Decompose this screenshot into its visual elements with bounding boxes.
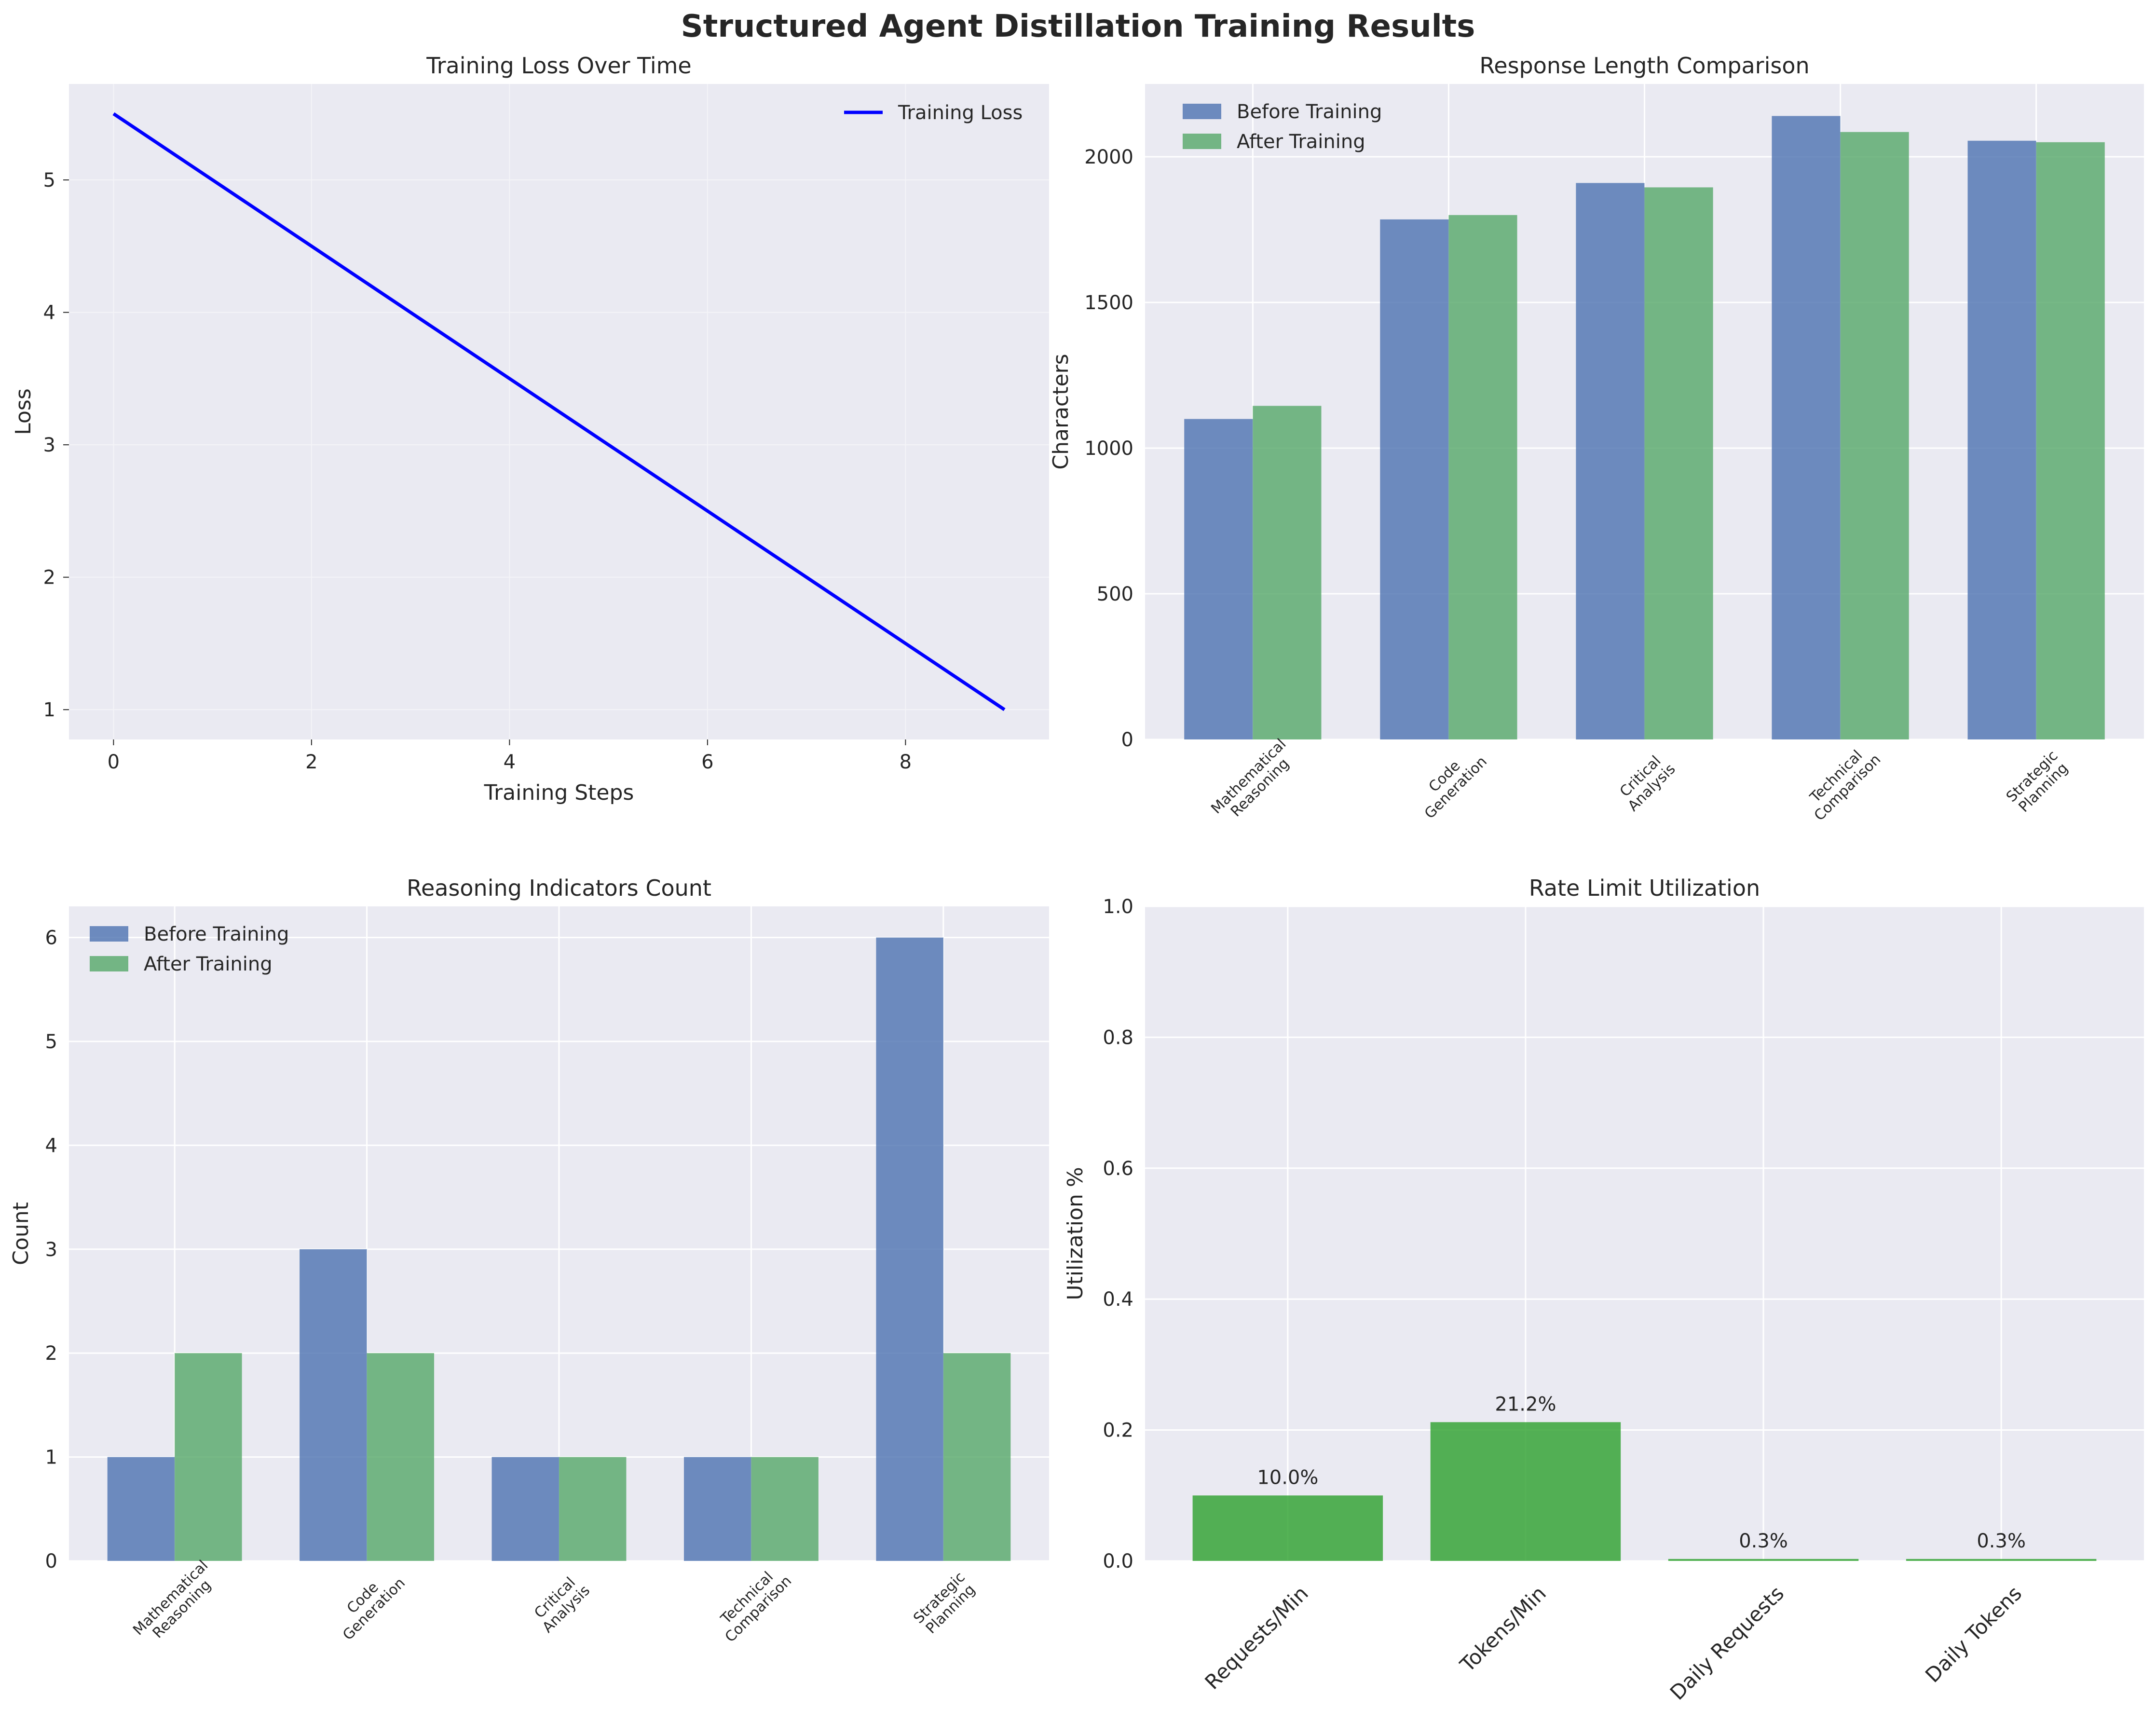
bar-value-label: 0.3%: [1977, 1530, 2026, 1552]
y-axis-label: Loss: [11, 388, 36, 435]
y-tick-label: 0.0: [1103, 1550, 1133, 1572]
legend-swatch: [90, 926, 128, 942]
y-axis-label: Count: [9, 1202, 33, 1265]
before-bar: [876, 937, 943, 1561]
after-bar: [751, 1457, 819, 1561]
legend-swatch: [1183, 134, 1221, 149]
bar-value-label: 10.0%: [1257, 1466, 1318, 1489]
utilization-bar: [1668, 1559, 1859, 1561]
x-tick-label: 4: [504, 751, 516, 773]
loss-line: [112, 112, 1006, 711]
y-tick-label: 5: [45, 1031, 57, 1053]
y-axis-label: Characters: [1049, 354, 1073, 469]
suptitle: Structured Agent Distillation Training R…: [681, 9, 1475, 44]
y-tick-label: 2: [43, 567, 55, 589]
legend-label: Training Loss: [898, 102, 1023, 124]
before-bar: [1772, 116, 1841, 740]
before-bar: [1184, 419, 1253, 739]
y-tick-label: 1.0: [1103, 896, 1133, 918]
y-tick-label: 0: [45, 1550, 57, 1572]
y-tick-label: 0.6: [1103, 1158, 1133, 1180]
after-bar: [559, 1457, 627, 1561]
x-axis-label: Training Steps: [484, 780, 634, 805]
after-bar: [1840, 132, 1909, 739]
bar-value-label: 0.3%: [1739, 1530, 1788, 1552]
y-tick-label: 0: [1121, 729, 1133, 751]
x-tick-label: 0: [108, 751, 120, 773]
utilization-bar: [1430, 1422, 1621, 1561]
utilization-bar: [1906, 1559, 2097, 1561]
training-loss-panel: 0 2 4 6 8 1 2 3 4 5 Training Loss Over Time Trainin…: [11, 53, 1049, 805]
y-tick-label: 1: [43, 699, 55, 721]
before-bar: [683, 1457, 751, 1561]
panel-title: Reasoning Indicators Count: [407, 875, 711, 901]
panel-title: Response Length Comparison: [1479, 53, 1809, 79]
legend-label: Before Training: [144, 923, 289, 945]
panel-title: Training Loss Over Time: [426, 53, 691, 79]
after-bar: [367, 1353, 435, 1561]
legend-label: After Training: [1237, 131, 1365, 153]
x-tick-label: 2: [305, 751, 317, 773]
y-tick-label: 2: [45, 1342, 57, 1365]
y-axis-label: Utilization %: [1063, 1167, 1088, 1300]
after-bar: [2036, 142, 2105, 739]
bar-value-label: 21.2%: [1495, 1393, 1556, 1415]
response-length-panel: 0 500 1000 1500 2000 Response Length Comparis…: [1049, 53, 2144, 824]
before-bar: [1967, 140, 2036, 739]
after-bar: [943, 1353, 1011, 1561]
x-tick-label: 8: [900, 751, 912, 773]
utilization-bar: [1192, 1495, 1383, 1561]
after-bar: [175, 1353, 242, 1561]
x-tick-label: 6: [701, 751, 713, 773]
y-tick-label: 0.4: [1103, 1288, 1133, 1311]
y-tick-label: 4: [43, 302, 55, 324]
y-tick-label: 0.2: [1103, 1420, 1133, 1442]
y-tick-label: 2000: [1084, 146, 1133, 168]
legend-label: Before Training: [1237, 101, 1382, 123]
y-tick-label: 4: [45, 1135, 57, 1157]
before-bar: [300, 1249, 367, 1561]
plot-area: [1145, 906, 2144, 1561]
before-bar: [1380, 219, 1449, 739]
after-bar: [1644, 187, 1713, 739]
y-tick-label: 3: [45, 1239, 57, 1261]
y-tick-label: 5: [43, 169, 55, 191]
before-bar: [1576, 183, 1645, 739]
y-tick-label: 1: [45, 1447, 57, 1469]
y-tick-label: 0.8: [1103, 1026, 1133, 1049]
y-tick-label: 1500: [1084, 292, 1133, 314]
before-bar: [107, 1457, 175, 1561]
rate-limit-panel: 0.0 0.2 0.4 0.6 0.8 1.0 Rate Limit Utilization…: [1063, 875, 2144, 1705]
y-tick-label: 1000: [1084, 438, 1133, 460]
panel-title: Rate Limit Utilization: [1529, 875, 1760, 901]
y-tick-label: 3: [43, 434, 55, 456]
after-bar: [1253, 406, 1322, 739]
before-bar: [491, 1457, 559, 1561]
after-bar: [1448, 215, 1517, 739]
legend-swatch: [90, 956, 128, 971]
legend-label: After Training: [144, 953, 273, 975]
y-tick-label: 500: [1097, 583, 1133, 605]
legend-swatch: [1183, 104, 1221, 119]
y-tick-label: 6: [45, 927, 57, 949]
